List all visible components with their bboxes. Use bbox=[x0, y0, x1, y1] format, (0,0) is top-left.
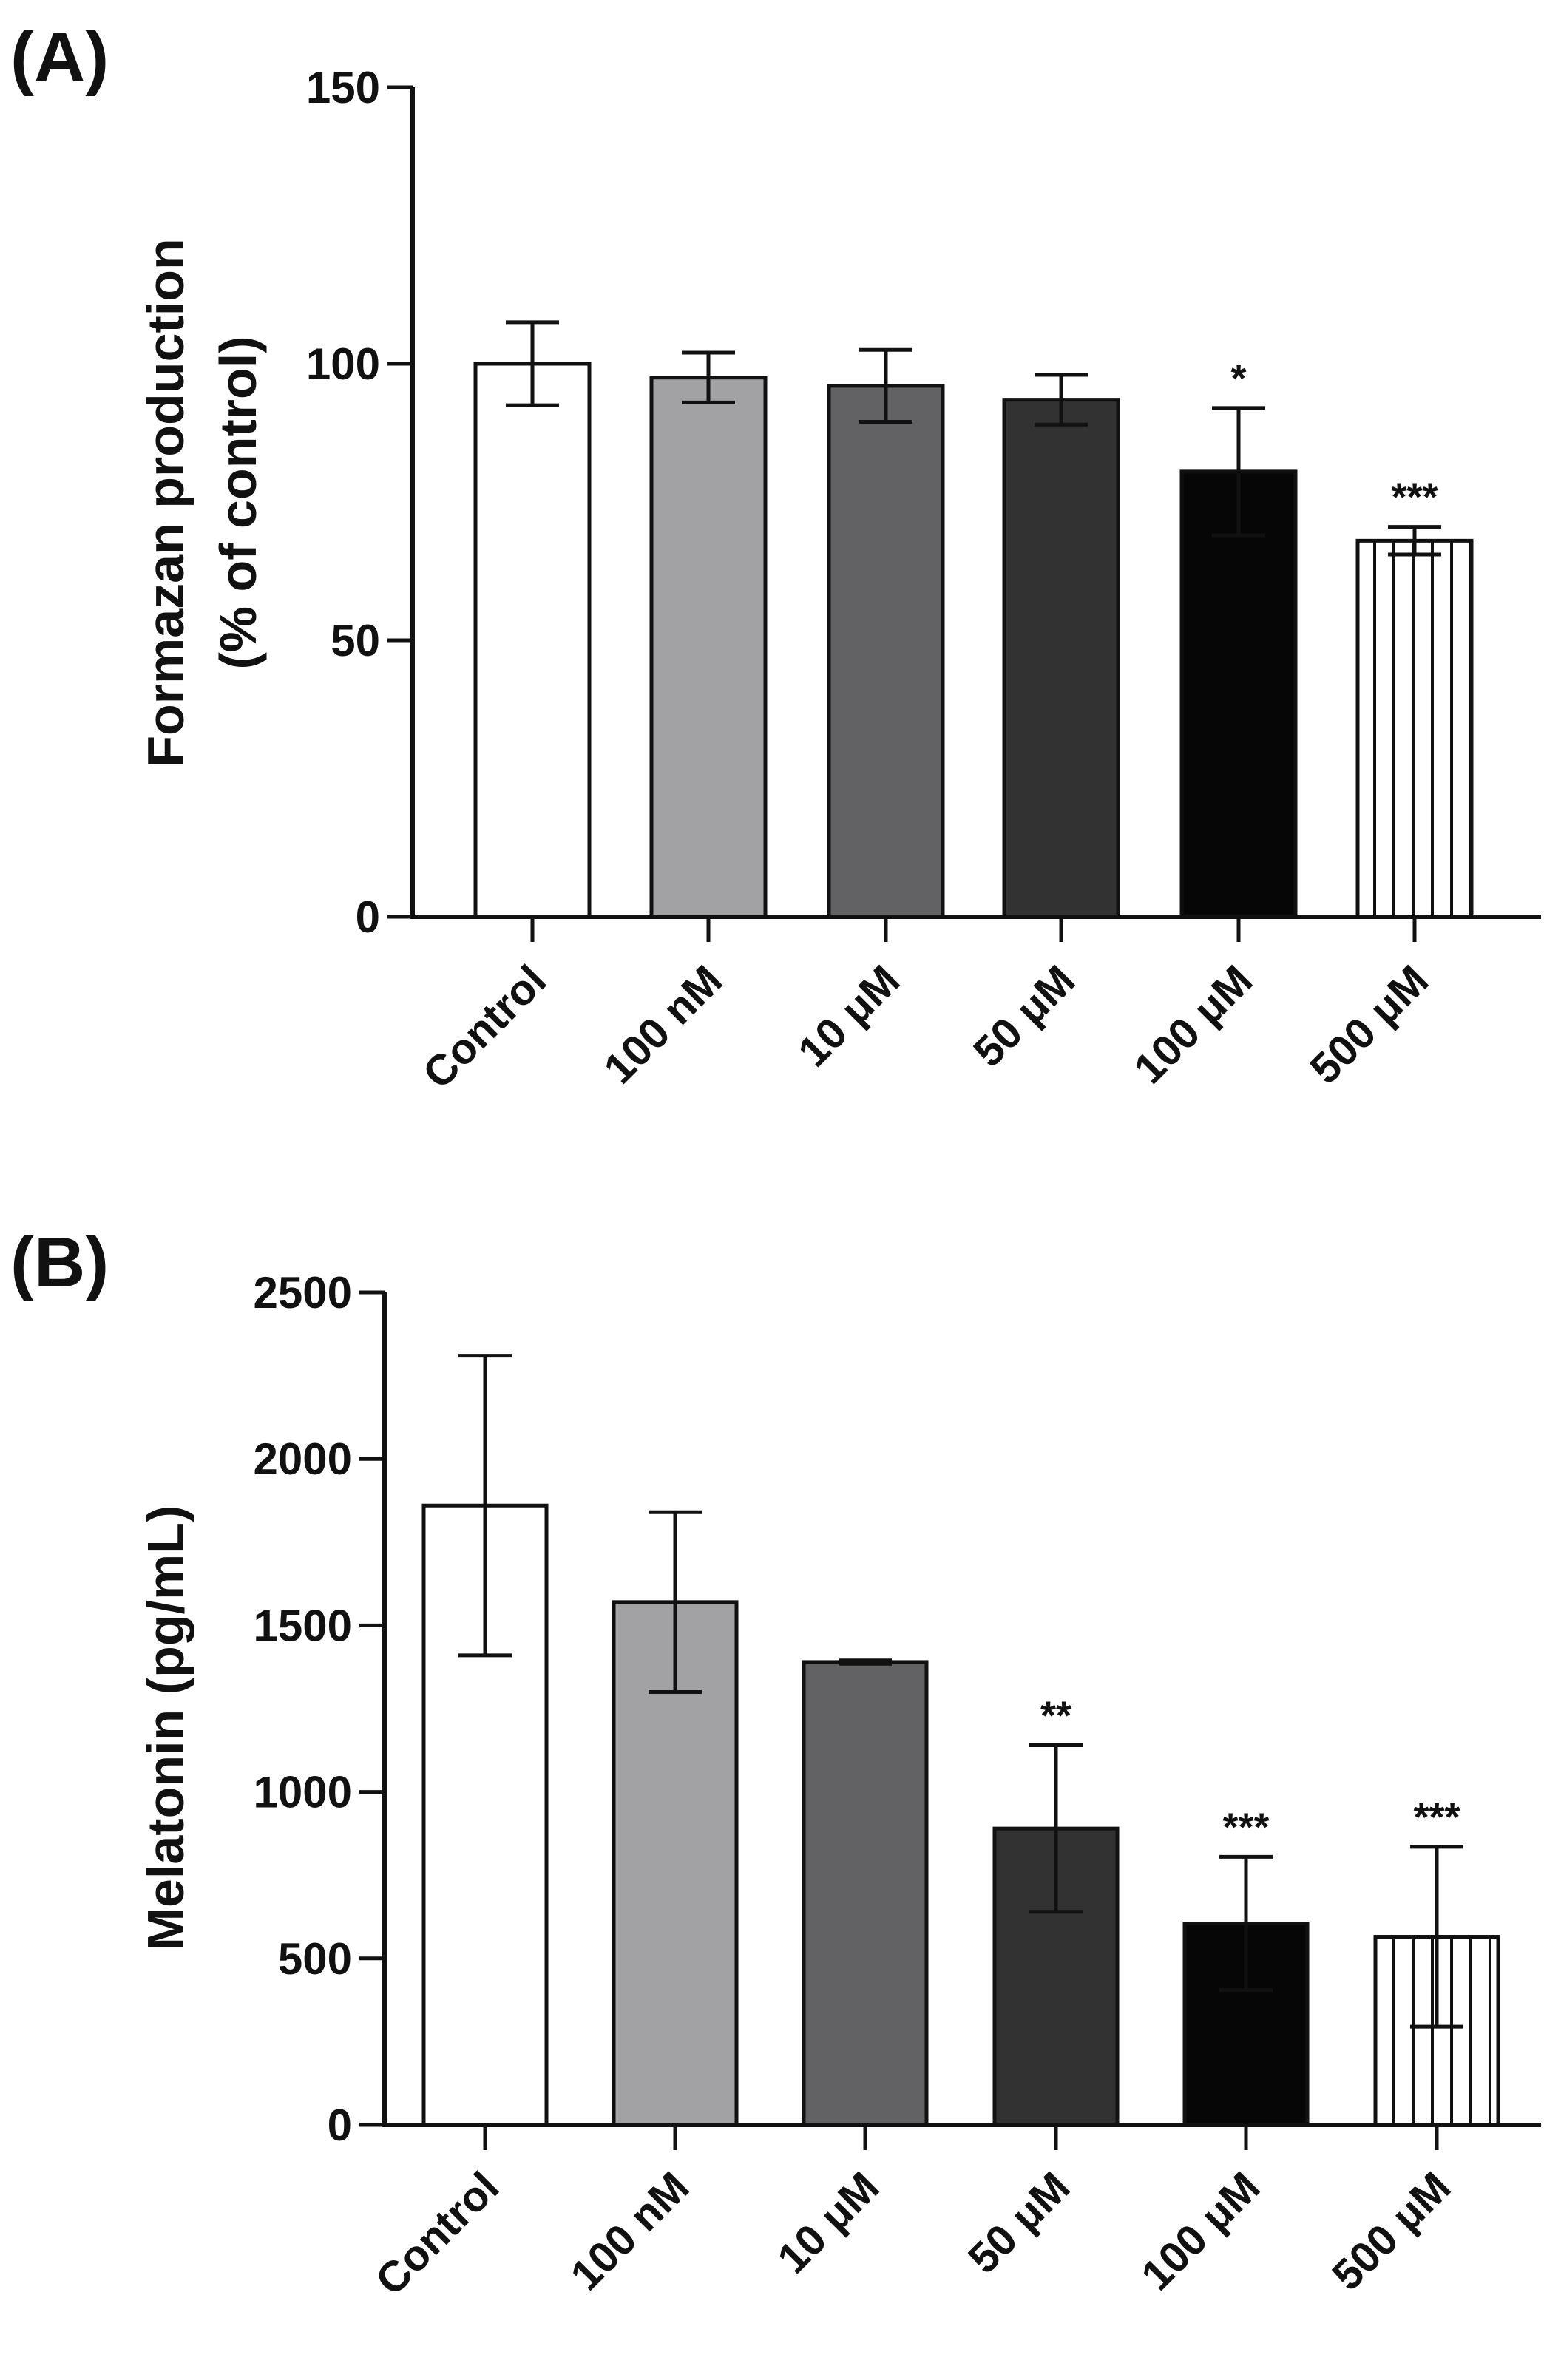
panel-a-bar-1 bbox=[473, 362, 592, 919]
panel-b-y-tick-label-2: 500 bbox=[278, 1934, 352, 1984]
panel-b-chart: (B) Melatonin (pg/mL) Control 100 nM 10 μM… bbox=[10, 1223, 1541, 2305]
panel-a-y-tick-label-1: 0 bbox=[356, 892, 380, 942]
panel-b-category-label-5: 100 μM bbox=[1132, 2163, 1269, 2299]
panel-b-y-tick-label-6: 2500 bbox=[254, 1268, 352, 1318]
panel-b-significance-4: ** bbox=[1040, 1694, 1071, 1738]
panel-b-label: (B) bbox=[10, 1223, 109, 1302]
panel-b-y-tick-label-1: 0 bbox=[328, 2101, 352, 2150]
panel-b-y-axis-title: Melatonin (pg/mL) bbox=[137, 1505, 194, 1951]
panel-a-bar-5 bbox=[1179, 469, 1298, 919]
panel-b-category-label-6: 500 μM bbox=[1323, 2163, 1460, 2299]
panel-a-category-label-1: Control bbox=[413, 956, 555, 1098]
panel-a-bar-4 bbox=[1002, 398, 1120, 919]
panel-b-bar-3 bbox=[802, 1660, 929, 2127]
panel-b-y-tick-label-5: 2000 bbox=[254, 1434, 352, 1484]
panel-a-bar-3 bbox=[827, 384, 945, 919]
panel-a-category-label-4: 50 μM bbox=[964, 956, 1084, 1076]
panel-a-bar-2 bbox=[649, 376, 768, 919]
panel-a-y-axis-title-line-2: (% of control) bbox=[209, 336, 267, 669]
panel-a-y-tick-label-2: 50 bbox=[331, 616, 380, 665]
panel-a-chart: (A) Formazan production (% of control) C… bbox=[10, 18, 1541, 1098]
panel-a-bar-6 bbox=[1355, 538, 1474, 919]
panel-b-category-label-4: 50 μM bbox=[959, 2163, 1079, 2282]
panel-b-significance-5: *** bbox=[1222, 1805, 1269, 1849]
panel-b-category-label-2: 100 nM bbox=[561, 2163, 698, 2299]
panel-b-y-tick-label-4: 1500 bbox=[254, 1601, 352, 1650]
panel-a-category-label-5: 100 μM bbox=[1125, 956, 1262, 1093]
panel-a-category-label-3: 10 μM bbox=[789, 956, 909, 1076]
panel-a-y-axis-title-line-1: Formazan production bbox=[137, 238, 194, 767]
panel-a-y-tick-label-3: 100 bbox=[306, 339, 380, 389]
panel-b-y-tick-label-3: 1000 bbox=[254, 1768, 352, 1817]
panel-a-label: (A) bbox=[10, 18, 109, 97]
panel-a-significance-6: *** bbox=[1391, 475, 1438, 520]
panel-a-category-label-6: 500 μM bbox=[1301, 956, 1438, 1093]
panel-b-category-label-3: 10 μM bbox=[768, 2163, 888, 2282]
panel-b-significance-6: *** bbox=[1413, 1795, 1460, 1840]
panel-a-y-tick-label-4: 150 bbox=[306, 63, 380, 112]
panel-b-category-label-1: Control bbox=[366, 2163, 508, 2305]
panel-a-category-label-2: 100 nM bbox=[595, 956, 731, 1093]
panel-a-significance-5: * bbox=[1230, 356, 1246, 401]
